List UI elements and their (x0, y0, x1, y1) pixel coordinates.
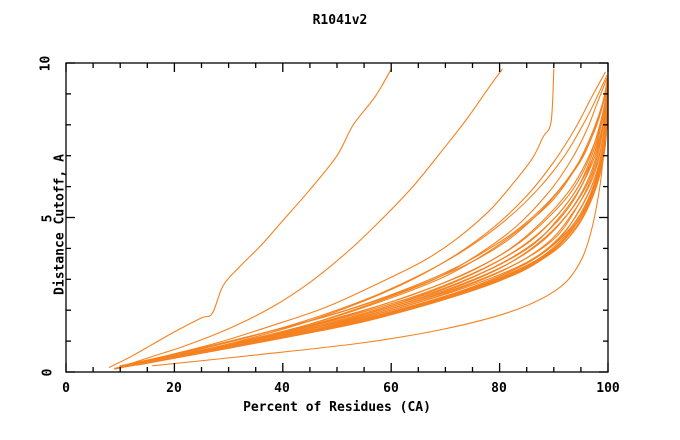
curve-9 (119, 93, 606, 367)
curve-6 (114, 77, 608, 370)
curve-14 (125, 77, 609, 367)
curve-17 (130, 77, 609, 365)
x-axis-label: Percent of Residues (CA) (243, 400, 431, 415)
curve-1 (108, 68, 392, 368)
curve-3 (114, 68, 555, 370)
curve-23 (141, 84, 609, 364)
axes-frame (65, 62, 609, 373)
x-tick-label-20: 20 (166, 381, 182, 396)
data-curves (108, 68, 609, 370)
curve-11 (125, 90, 609, 367)
curve-24 (141, 80, 609, 364)
curve-28 (152, 99, 609, 362)
x-tick-label-60: 60 (383, 381, 399, 396)
x-tick-label-0: 0 (62, 381, 70, 396)
curve-5 (114, 74, 608, 369)
curve-20 (135, 71, 609, 366)
x-tick-label-100: 100 (596, 381, 620, 396)
curve-8 (119, 84, 609, 367)
curve-30 (157, 87, 609, 361)
curve-13 (125, 80, 609, 366)
curve-29 (152, 80, 609, 367)
curve-7 (119, 77, 609, 368)
x-tick-label-40: 40 (274, 381, 290, 396)
curve-2 (114, 68, 503, 370)
curve-12 (125, 87, 609, 367)
curve-16 (130, 84, 609, 367)
curve-25 (146, 80, 609, 364)
curve-19 (135, 74, 609, 365)
curve-18 (130, 74, 609, 366)
curve-15 (130, 77, 609, 366)
x-tick-label-80: 80 (491, 381, 507, 396)
page-title: R1041v2 (312, 13, 368, 28)
